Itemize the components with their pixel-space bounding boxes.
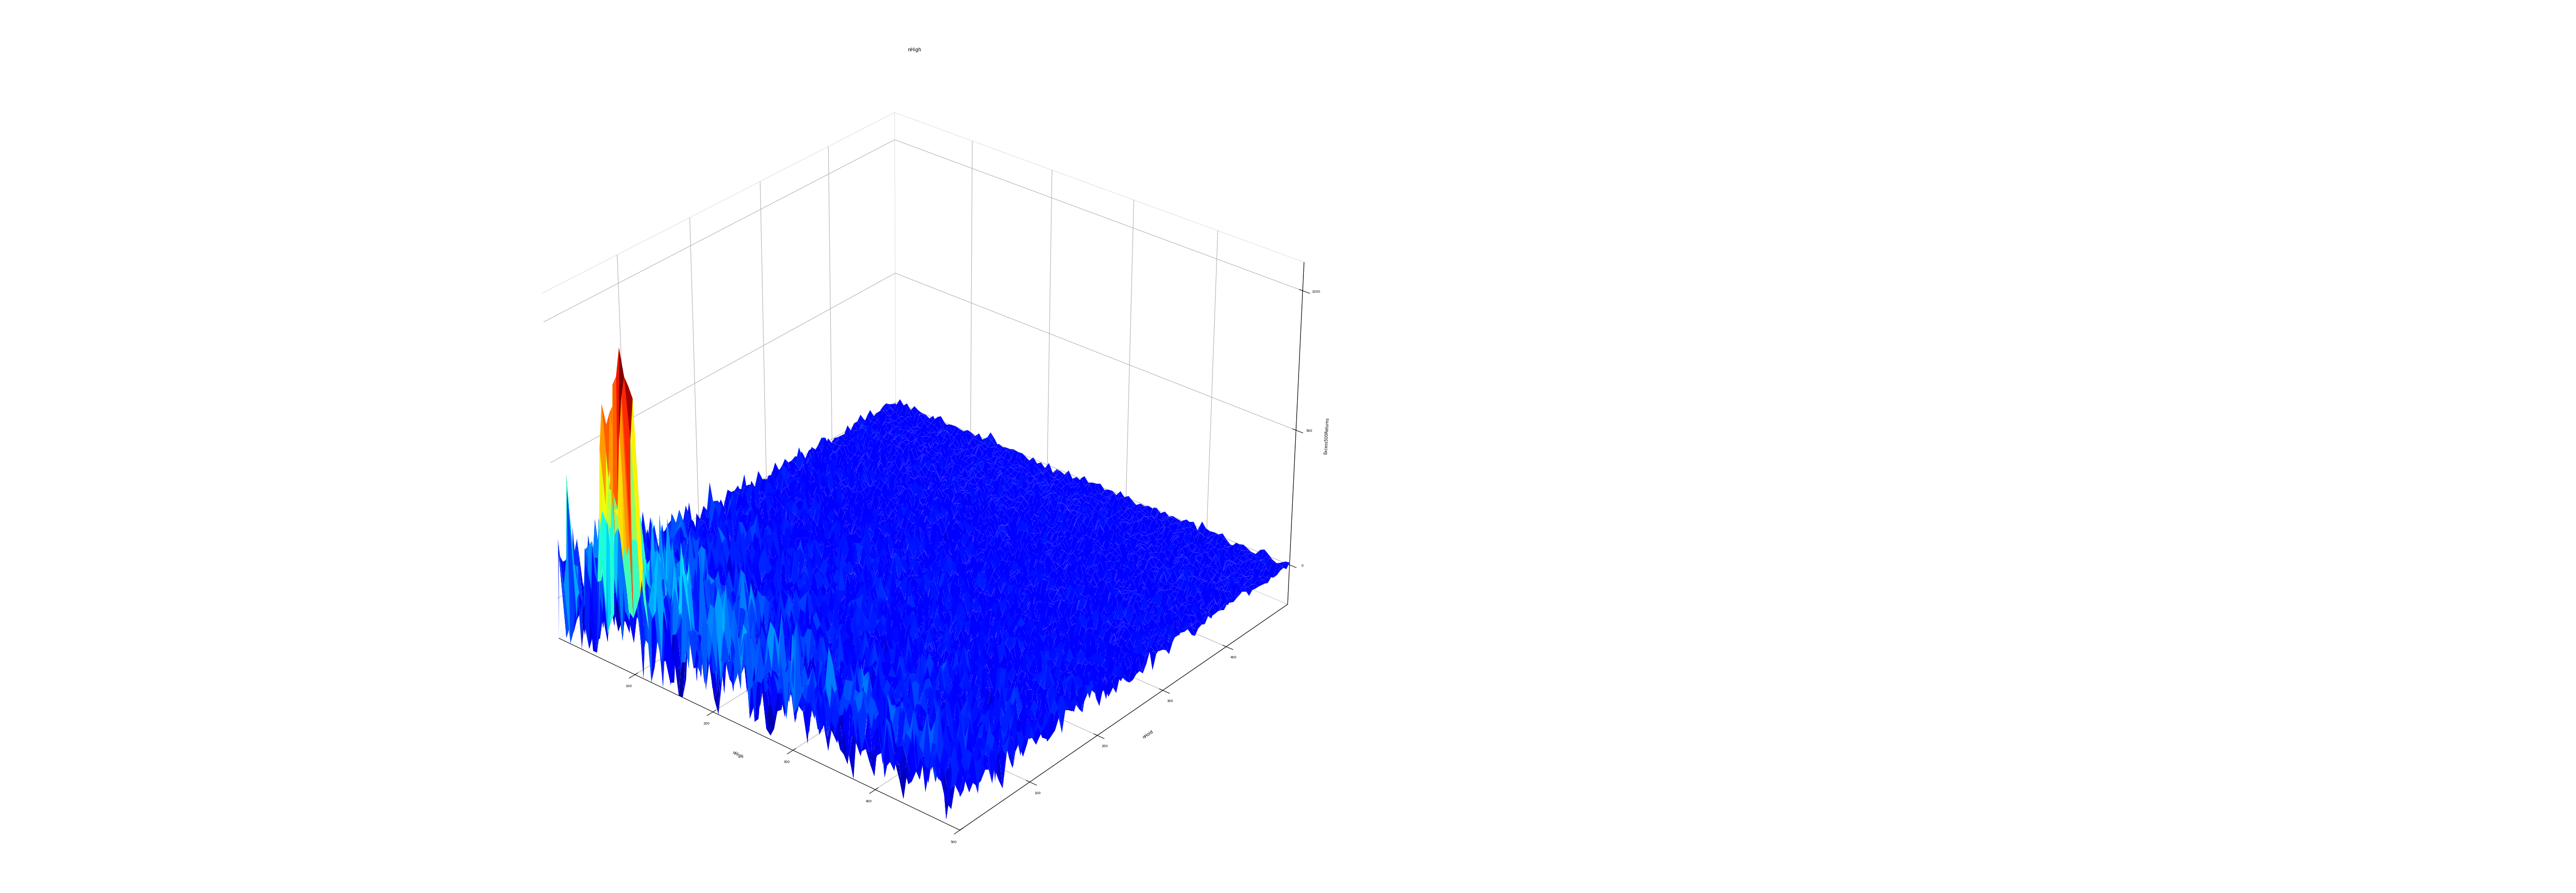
X-axis label: nHigh: nHigh	[732, 750, 744, 759]
Y-axis label: nHold: nHold	[1141, 730, 1154, 740]
Title: nHigh: nHigh	[907, 47, 922, 53]
